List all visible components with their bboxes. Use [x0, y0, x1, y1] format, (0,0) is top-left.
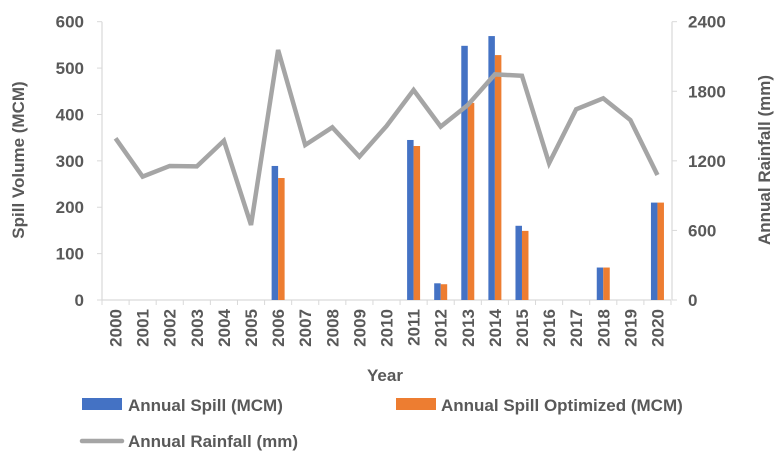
bar-annual-spill	[515, 225, 522, 300]
bar-annual-spill	[650, 202, 658, 300]
bar-annual-spill	[596, 267, 604, 300]
axes	[97, 21, 677, 305]
y2-tick-label: 1200	[688, 152, 726, 171]
tick-labels: 0 100 200 300 400 500 600 0 600 1200 1800 2400 2000 2…	[56, 13, 726, 347]
x-tick-label: 2013	[459, 309, 478, 347]
bar-annual-spill-optimized	[440, 284, 448, 300]
bar-annual-spill-optimized	[494, 55, 502, 300]
x-tick-label: 2014	[486, 308, 505, 346]
y2-axis-title: Annual Rainfall (mm)	[755, 75, 774, 245]
x-tick-label: 2004	[215, 308, 234, 346]
x-tick-label: 2011	[405, 309, 424, 346]
line-annual-rainfall	[113, 49, 660, 226]
y-tick-label: 500	[56, 59, 84, 78]
legend-swatch-annual-spill-optimized	[396, 398, 436, 410]
bar-annual-spill-optimized	[413, 146, 421, 300]
bar-annual-spill-optimized	[603, 267, 610, 300]
y2-tick-label: 1800	[688, 82, 726, 101]
x-tick-label: 2005	[242, 309, 261, 347]
legend-label-annual-spill: Annual Spill (MCM)	[128, 396, 283, 415]
x-tick-label: 2020	[648, 309, 667, 347]
x-tick-label: 2019	[621, 309, 640, 347]
legend: Annual Spill (MCM) Annual Spill Optimized…	[79, 396, 683, 451]
bar-annual-spill-optimized	[657, 202, 664, 300]
x-tick-label: 2007	[296, 309, 315, 347]
x-tick-label: 2000	[107, 309, 126, 347]
y-tick-label: 400	[56, 105, 84, 124]
x-tick-label: 2018	[594, 309, 613, 347]
x-tick-label: 2012	[432, 309, 451, 347]
x-tick-label: 2017	[567, 309, 586, 347]
bar-annual-spill	[271, 165, 279, 300]
y2-tick-label: 600	[688, 221, 716, 240]
x-axis-title: Year	[367, 366, 403, 385]
bar-annual-spill	[407, 139, 414, 300]
y-tick-label: 100	[56, 245, 84, 264]
x-tick-label: 2009	[350, 309, 369, 347]
lines	[113, 49, 660, 226]
y-axis-title: Spill Volume (MCM)	[9, 81, 28, 238]
x-tick-label: 2010	[378, 309, 397, 347]
x-tick-label: 2008	[323, 309, 342, 347]
bar-annual-spill-optimized	[467, 102, 475, 300]
bar-annual-spill-optimized	[521, 230, 529, 300]
x-tick-label: 2002	[161, 309, 180, 347]
legend-swatch-annual-spill	[82, 398, 122, 410]
x-tick-label: 2001	[134, 309, 153, 347]
y-tick-label: 0	[75, 291, 84, 310]
x-tick-label: 2015	[513, 309, 532, 347]
bar-annual-spill-optimized	[278, 178, 285, 300]
x-tick-label: 2006	[269, 309, 288, 347]
y-tick-label: 300	[56, 152, 84, 171]
bar-annual-spill	[488, 36, 495, 301]
x-tick-label: 2016	[540, 309, 559, 347]
x-tick-label: 2003	[188, 309, 207, 347]
y2-tick-label: 2400	[688, 13, 726, 32]
y2-tick-label: 0	[688, 291, 697, 310]
y-tick-label: 200	[56, 198, 84, 217]
y-tick-label: 600	[56, 13, 84, 32]
bars	[271, 36, 664, 301]
legend-label-annual-spill-optimized: Annual Spill Optimized (MCM)	[441, 396, 683, 415]
bar-annual-spill	[461, 45, 468, 300]
legend-label-annual-rainfall: Annual Rainfall (mm)	[128, 432, 298, 451]
bar-annual-spill	[434, 283, 441, 300]
